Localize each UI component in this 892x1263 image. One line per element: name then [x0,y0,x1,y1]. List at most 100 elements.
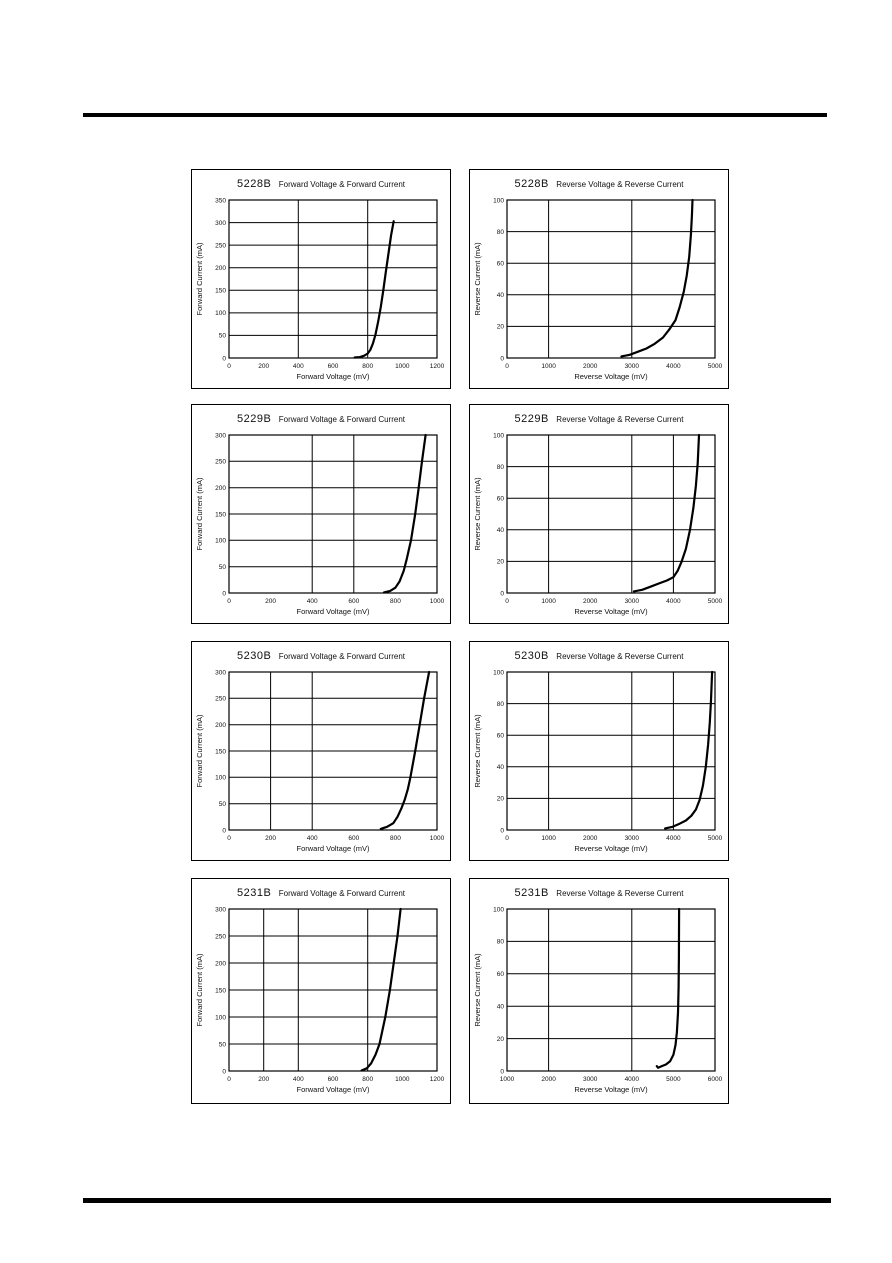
svg-text:5000: 5000 [708,598,723,605]
svg-text:200: 200 [215,960,226,967]
svg-text:3000: 3000 [583,1076,598,1083]
svg-text:3000: 3000 [625,363,640,370]
svg-text:Forward Current (mA): Forward Current (mA) [195,242,204,315]
svg-text:5000: 5000 [708,363,723,370]
svg-text:4000: 4000 [666,363,681,370]
svg-text:60: 60 [497,496,505,503]
part-number: 5228B [236,178,272,190]
svg-text:800: 800 [390,598,401,605]
svg-text:Reverse Current (mA): Reverse Current (mA) [473,242,482,316]
svg-text:Forward Voltage (mV): Forward Voltage (mV) [297,1085,370,1094]
svg-text:800: 800 [362,1076,373,1083]
chart-title-text: Forward Voltage & Forward Current [278,415,406,424]
plot-5230b-forward: 0 50 100 150 200 250 300 0 200 400 600 800 1000 Forwa… [195,669,445,853]
chart-title: 5230B Forward Voltage & Forward Current [192,642,450,666]
svg-text:400: 400 [293,1076,304,1083]
svg-text:100: 100 [493,669,504,676]
svg-text:600: 600 [348,835,359,842]
svg-text:50: 50 [219,1041,227,1048]
svg-text:0: 0 [227,363,231,370]
svg-text:400: 400 [307,835,318,842]
svg-text:40: 40 [497,292,505,299]
svg-text:400: 400 [293,363,304,370]
panel-5228b-reverse: 5228B Reverse Voltage & Reverse Current … [469,169,729,389]
svg-text:Reverse Voltage (mV): Reverse Voltage (mV) [574,372,648,381]
svg-text:100: 100 [215,1014,226,1021]
part-number: 5228B [514,178,549,190]
chart-title-text: Forward Voltage & Forward Current [278,180,406,189]
svg-text:Forward Voltage (mV): Forward Voltage (mV) [297,607,370,616]
svg-text:0: 0 [222,827,226,834]
svg-text:600: 600 [328,1076,339,1083]
svg-text:2000: 2000 [583,835,598,842]
svg-text:4000: 4000 [666,598,681,605]
svg-text:100: 100 [493,906,504,913]
panel-5231b-reverse: 5231B Reverse Voltage & Reverse Current … [469,878,729,1104]
svg-text:250: 250 [215,459,226,466]
svg-text:50: 50 [219,564,227,571]
plot-5228b-forward: 0 50 100 150 200 250 300 350 0 200 400 600 800 1000 12… [195,197,445,381]
svg-text:1000: 1000 [541,598,556,605]
svg-text:0: 0 [505,835,509,842]
plot-5231b-reverse: 0 20 40 60 80 100 1000 2000 3000 4000 5000 6000 Reve… [473,906,723,1094]
svg-text:80: 80 [497,701,505,708]
svg-text:800: 800 [362,363,373,370]
svg-text:Forward Voltage (mV): Forward Voltage (mV) [297,372,370,381]
chart-title-text: Forward Voltage & Forward Current [278,889,406,898]
plot-5229b-forward: 0 50 100 150 200 250 300 0 200 400 600 800 1000 Forwa… [195,432,445,616]
svg-text:20: 20 [497,324,505,331]
panel-5231b-forward: 5231B Forward Voltage & Forward Current … [191,878,451,1104]
svg-text:200: 200 [215,722,226,729]
svg-text:2000: 2000 [541,1076,556,1083]
svg-text:1000: 1000 [395,363,410,370]
part-number: 5230B [514,650,549,662]
chart-title-text: Forward Voltage & Forward Current [278,652,406,661]
svg-text:100: 100 [493,197,504,204]
svg-text:60: 60 [497,733,505,740]
svg-text:Forward Current (mA): Forward Current (mA) [195,953,204,1026]
svg-text:0: 0 [500,355,504,362]
part-number: 5231B [236,887,272,899]
chart-title: 5228B Forward Voltage & Forward Current [192,170,450,194]
svg-text:0: 0 [227,1076,231,1083]
svg-text:150: 150 [215,511,226,518]
svg-text:1000: 1000 [430,598,445,605]
svg-text:Reverse Current (mA): Reverse Current (mA) [473,714,482,788]
bottom-horizontal-rule [83,1198,831,1203]
svg-text:300: 300 [215,906,226,913]
svg-text:1000: 1000 [541,363,556,370]
plot-5231b-forward: 0 50 100 150 200 250 300 0 200 400 600 800 1000 1200 F… [195,906,445,1094]
chart-title-text: Reverse Voltage & Reverse Current [556,180,684,189]
svg-text:4000: 4000 [625,1076,640,1083]
svg-text:100: 100 [493,432,504,439]
svg-text:1000: 1000 [395,1076,410,1083]
svg-text:600: 600 [328,363,339,370]
svg-text:0: 0 [500,1068,504,1075]
svg-text:1000: 1000 [430,835,445,842]
svg-text:200: 200 [215,485,226,492]
svg-text:Reverse Voltage (mV): Reverse Voltage (mV) [574,844,648,853]
chart-title-text: Reverse Voltage & Reverse Current [556,652,684,661]
svg-text:800: 800 [390,835,401,842]
svg-text:300: 300 [215,220,226,227]
svg-text:0: 0 [500,827,504,834]
part-number: 5230B [236,650,272,662]
chart-title-text: Reverse Voltage & Reverse Current [556,415,684,424]
svg-text:1200: 1200 [430,363,445,370]
svg-text:Forward Current (mA): Forward Current (mA) [195,477,204,550]
svg-text:400: 400 [307,598,318,605]
part-number: 5229B [236,413,272,425]
svg-text:Forward Voltage (mV): Forward Voltage (mV) [297,844,370,853]
part-number: 5229B [514,413,549,425]
svg-text:2000: 2000 [583,598,598,605]
svg-text:50: 50 [219,333,227,340]
svg-text:60: 60 [497,261,505,268]
svg-text:350: 350 [215,197,226,204]
svg-text:0: 0 [222,1068,226,1075]
svg-text:60: 60 [497,971,505,978]
panel-5230b-forward: 5230B Forward Voltage & Forward Current … [191,641,451,861]
svg-text:20: 20 [497,559,505,566]
chart-title-text: Reverse Voltage & Reverse Current [556,889,684,898]
svg-text:300: 300 [215,432,226,439]
